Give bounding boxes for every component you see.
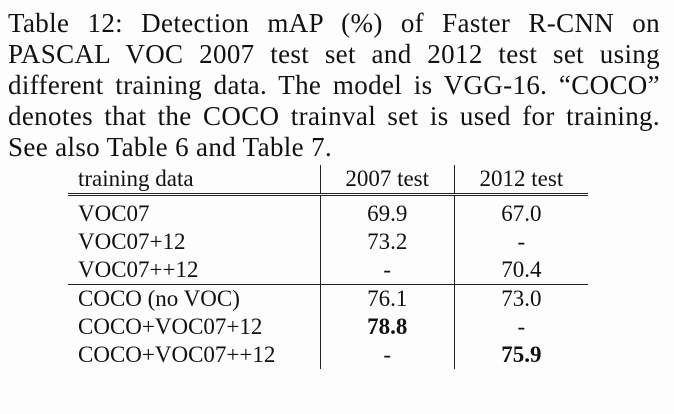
cell-2007-test: 69.9 <box>319 194 455 228</box>
table-body: VOC07 69.9 67.0 VOC07+12 73.2 - VOC07++1… <box>68 194 588 369</box>
cell-2012-test-best: 75.9 <box>453 341 588 369</box>
cell-training-data: COCO+VOC07+12 <box>78 314 263 339</box>
cell-2012-test: 67.0 <box>453 194 588 228</box>
cell-2007-test-best: 78.8 <box>319 313 455 341</box>
results-table: training data 2007 test 2012 test VOC07 … <box>68 165 588 369</box>
results-table-container: training data 2007 test 2012 test VOC07 … <box>68 165 588 385</box>
header-2012-test: 2012 test <box>453 165 588 195</box>
table-caption: Table 12: Detection mAP (%) of Faster R-… <box>8 8 660 163</box>
header-2007-test: 2007 test <box>319 165 455 195</box>
cell-2007-test: 76.1 <box>319 284 455 313</box>
header-row: training data 2007 test 2012 test <box>68 165 588 195</box>
cell-training-data: VOC07 <box>78 201 150 226</box>
cell-2007-test: - <box>319 256 455 285</box>
cell-training-data: VOC07++12 <box>78 257 199 282</box>
caption-text: Table 12: Detection mAP (%) of Faster R-… <box>8 8 660 162</box>
table-row: VOC07++12 - 70.4 <box>68 256 588 285</box>
table-row: COCO+VOC07++12 - 75.9 <box>68 341 588 369</box>
header-training-data: training data <box>78 166 194 191</box>
cell-training-data: COCO (no VOC) <box>68 284 321 313</box>
cell-training-data: VOC07+12 <box>78 229 186 254</box>
table-row: VOC07 69.9 67.0 <box>68 194 588 228</box>
cell-training-data: COCO+VOC07++12 <box>78 342 276 367</box>
cell-2012-test: - <box>453 313 588 341</box>
table-header: training data 2007 test 2012 test <box>68 165 588 195</box>
table-row: COCO (no VOC) 76.1 73.0 <box>68 284 588 313</box>
cell-2012-test: - <box>453 228 588 256</box>
table-row: COCO+VOC07+12 78.8 - <box>68 313 588 341</box>
table-row: VOC07+12 73.2 - <box>68 228 588 256</box>
cell-2007-test: - <box>319 341 455 369</box>
cell-2007-test: 73.2 <box>319 228 455 256</box>
cell-2012-test: 70.4 <box>453 256 588 285</box>
cell-2012-test: 73.0 <box>453 284 588 313</box>
